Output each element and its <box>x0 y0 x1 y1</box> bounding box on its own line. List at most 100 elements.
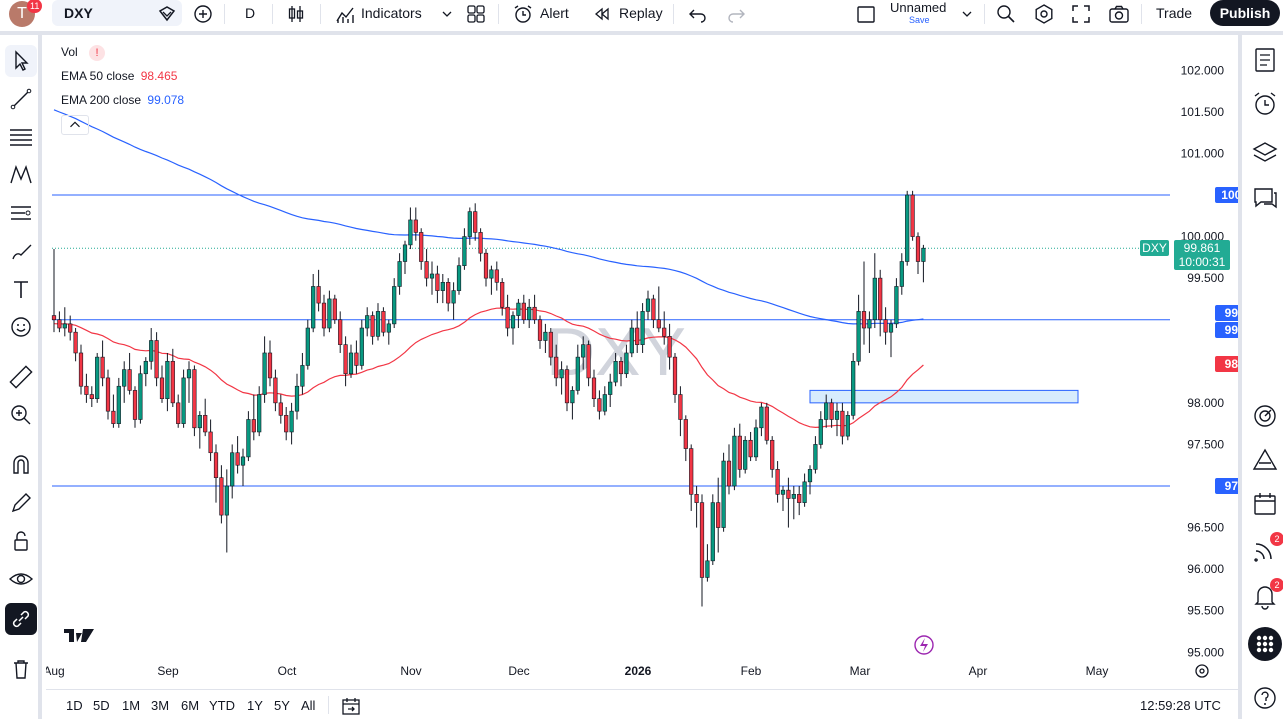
replay-icon[interactable] <box>591 3 613 25</box>
ideas-triangle-icon[interactable] <box>1250 445 1280 475</box>
indicators-icon[interactable] <box>334 3 356 25</box>
stay-drawing-icon[interactable] <box>5 487 37 519</box>
candle <box>467 207 472 245</box>
trade-button[interactable]: Trade <box>1156 5 1193 21</box>
candle <box>591 369 597 408</box>
calendar-icon[interactable] <box>1250 489 1280 519</box>
candle <box>478 228 483 262</box>
pattern-tool-icon[interactable] <box>5 159 37 191</box>
layout-name[interactable]: Unnamed <box>890 0 947 15</box>
fullscreen-icon[interactable] <box>1070 3 1092 25</box>
notifications-bell-icon[interactable] <box>1250 581 1280 611</box>
range-6m-button[interactable]: 6M <box>181 698 200 713</box>
emoji-icon[interactable] <box>5 311 37 343</box>
indicators-button[interactable]: Indicators <box>361 5 422 21</box>
brush-icon[interactable] <box>5 235 37 267</box>
target-icon[interactable] <box>1250 401 1280 431</box>
zoom-in-icon[interactable] <box>5 399 37 431</box>
camera-icon[interactable] <box>1108 3 1130 25</box>
layouts-grid-icon[interactable] <box>465 3 487 25</box>
symbol-menu-icon[interactable] <box>156 3 178 25</box>
range-1y-button[interactable]: 1Y <box>247 698 263 713</box>
undo-icon[interactable] <box>687 3 709 25</box>
range-5d-button[interactable]: 5D <box>93 698 110 713</box>
avatar-letter: T <box>17 5 27 22</box>
x-tick-label: Mar <box>850 664 871 678</box>
fib-retracement-icon[interactable] <box>5 121 37 153</box>
lightning-icon[interactable] <box>914 635 934 655</box>
candlestick-chart[interactable]: DXY 102.000101.500101.000100.00099.50098… <box>43 35 1238 687</box>
candle <box>397 253 402 295</box>
symbol-name[interactable]: DXY <box>64 5 93 21</box>
date-range-calendar-icon[interactable] <box>341 696 361 716</box>
candle <box>532 294 537 324</box>
lock-icon[interactable] <box>5 525 37 557</box>
add-symbol-icon[interactable] <box>192 3 214 25</box>
layout-square-icon[interactable] <box>855 3 877 25</box>
legend-ema50[interactable]: EMA 50 close 98.465 <box>61 69 177 83</box>
layout-chevron-down-icon[interactable] <box>956 3 978 25</box>
utc-clock[interactable]: 12:59:28 UTC <box>1140 698 1221 713</box>
alarm-clock-icon[interactable] <box>512 3 534 25</box>
chevron-down-icon[interactable] <box>436 3 458 25</box>
range-5y-button[interactable]: 5Y <box>274 698 290 713</box>
help-icon[interactable] <box>1250 683 1280 713</box>
range-ytd-button[interactable]: YTD <box>209 698 235 713</box>
alert-button[interactable]: Alert <box>540 5 569 21</box>
candle <box>613 352 618 387</box>
time-axis-settings-icon[interactable] <box>1195 664 1209 678</box>
legend-ema200[interactable]: EMA 200 close 99.078 <box>61 93 184 107</box>
symbol-search[interactable] <box>52 0 182 26</box>
interval-button[interactable]: D <box>245 5 256 21</box>
legend-vol[interactable]: Vol ! <box>61 45 106 61</box>
ema200-line <box>53 109 924 325</box>
trend-line-icon[interactable] <box>5 83 37 115</box>
range-1m-button[interactable]: 1M <box>122 698 141 713</box>
replay-button[interactable]: Replay <box>619 5 663 21</box>
streams-icon[interactable] <box>1250 535 1280 565</box>
candle <box>68 315 73 341</box>
warning-icon[interactable]: ! <box>89 45 106 61</box>
magnet-icon[interactable] <box>5 449 37 481</box>
cursor-tool-icon[interactable] <box>5 45 37 77</box>
candle <box>521 294 526 324</box>
candle <box>656 286 661 333</box>
layers-icon[interactable] <box>1250 137 1280 167</box>
chat-icon[interactable] <box>1250 183 1280 213</box>
vol-label: Vol <box>61 45 78 59</box>
candle <box>122 361 127 403</box>
candle <box>208 419 213 462</box>
ruler-icon[interactable] <box>5 361 37 393</box>
candle <box>791 486 796 520</box>
forecast-tool-icon[interactable] <box>5 197 37 229</box>
settings-gear-icon[interactable] <box>1033 3 1055 25</box>
redo-icon[interactable] <box>725 3 747 25</box>
text-tool-icon[interactable] <box>5 273 37 305</box>
range-all-button[interactable]: All <box>301 698 316 713</box>
trash-icon[interactable] <box>5 653 37 685</box>
candle <box>462 228 467 270</box>
link-icon[interactable] <box>5 603 37 635</box>
candle <box>473 203 478 241</box>
candle <box>689 444 694 511</box>
publish-button[interactable]: Publish <box>1210 0 1280 26</box>
apps-grid-icon[interactable] <box>1248 627 1282 661</box>
candle <box>343 336 348 387</box>
eye-icon[interactable] <box>5 563 37 595</box>
candle <box>440 273 445 304</box>
chart-pane[interactable]: DXY 102.000 101.500 101.000 100.000 99.500 98… <box>43 35 1271 687</box>
candle <box>500 278 505 316</box>
candles-icon[interactable] <box>285 3 307 25</box>
candle <box>284 407 289 441</box>
alerts-clock-icon[interactable] <box>1250 89 1280 119</box>
range-1d-button[interactable]: 1D <box>66 698 83 713</box>
quick-search-icon[interactable] <box>995 3 1017 25</box>
range-3m-button[interactable]: 3M <box>151 698 170 713</box>
support-rectangle[interactable] <box>809 389 1079 404</box>
layout-save-status[interactable]: Save <box>909 15 930 25</box>
candle <box>645 290 651 320</box>
watchlist-icon[interactable] <box>1250 45 1280 75</box>
candle <box>683 415 688 462</box>
collapse-legend-button[interactable] <box>61 115 89 135</box>
candle <box>753 419 759 462</box>
